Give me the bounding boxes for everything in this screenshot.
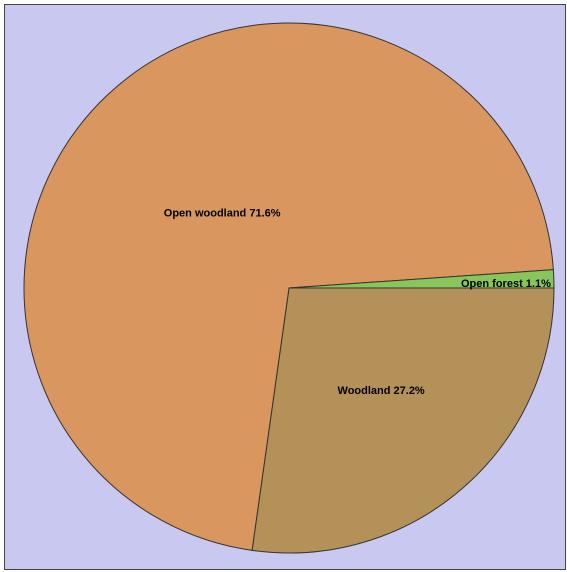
slice-label-woodland: Woodland 27.2% (338, 385, 425, 397)
slice-label-open-forest: Open forest 1.1% (461, 278, 551, 290)
slice-label-open-woodland: Open woodland 71.6% (164, 207, 281, 219)
pie-slice-woodland (251, 287, 555, 554)
pie-slice-open-woodland (23, 22, 554, 551)
pie-slice-open-forest (288, 269, 555, 289)
